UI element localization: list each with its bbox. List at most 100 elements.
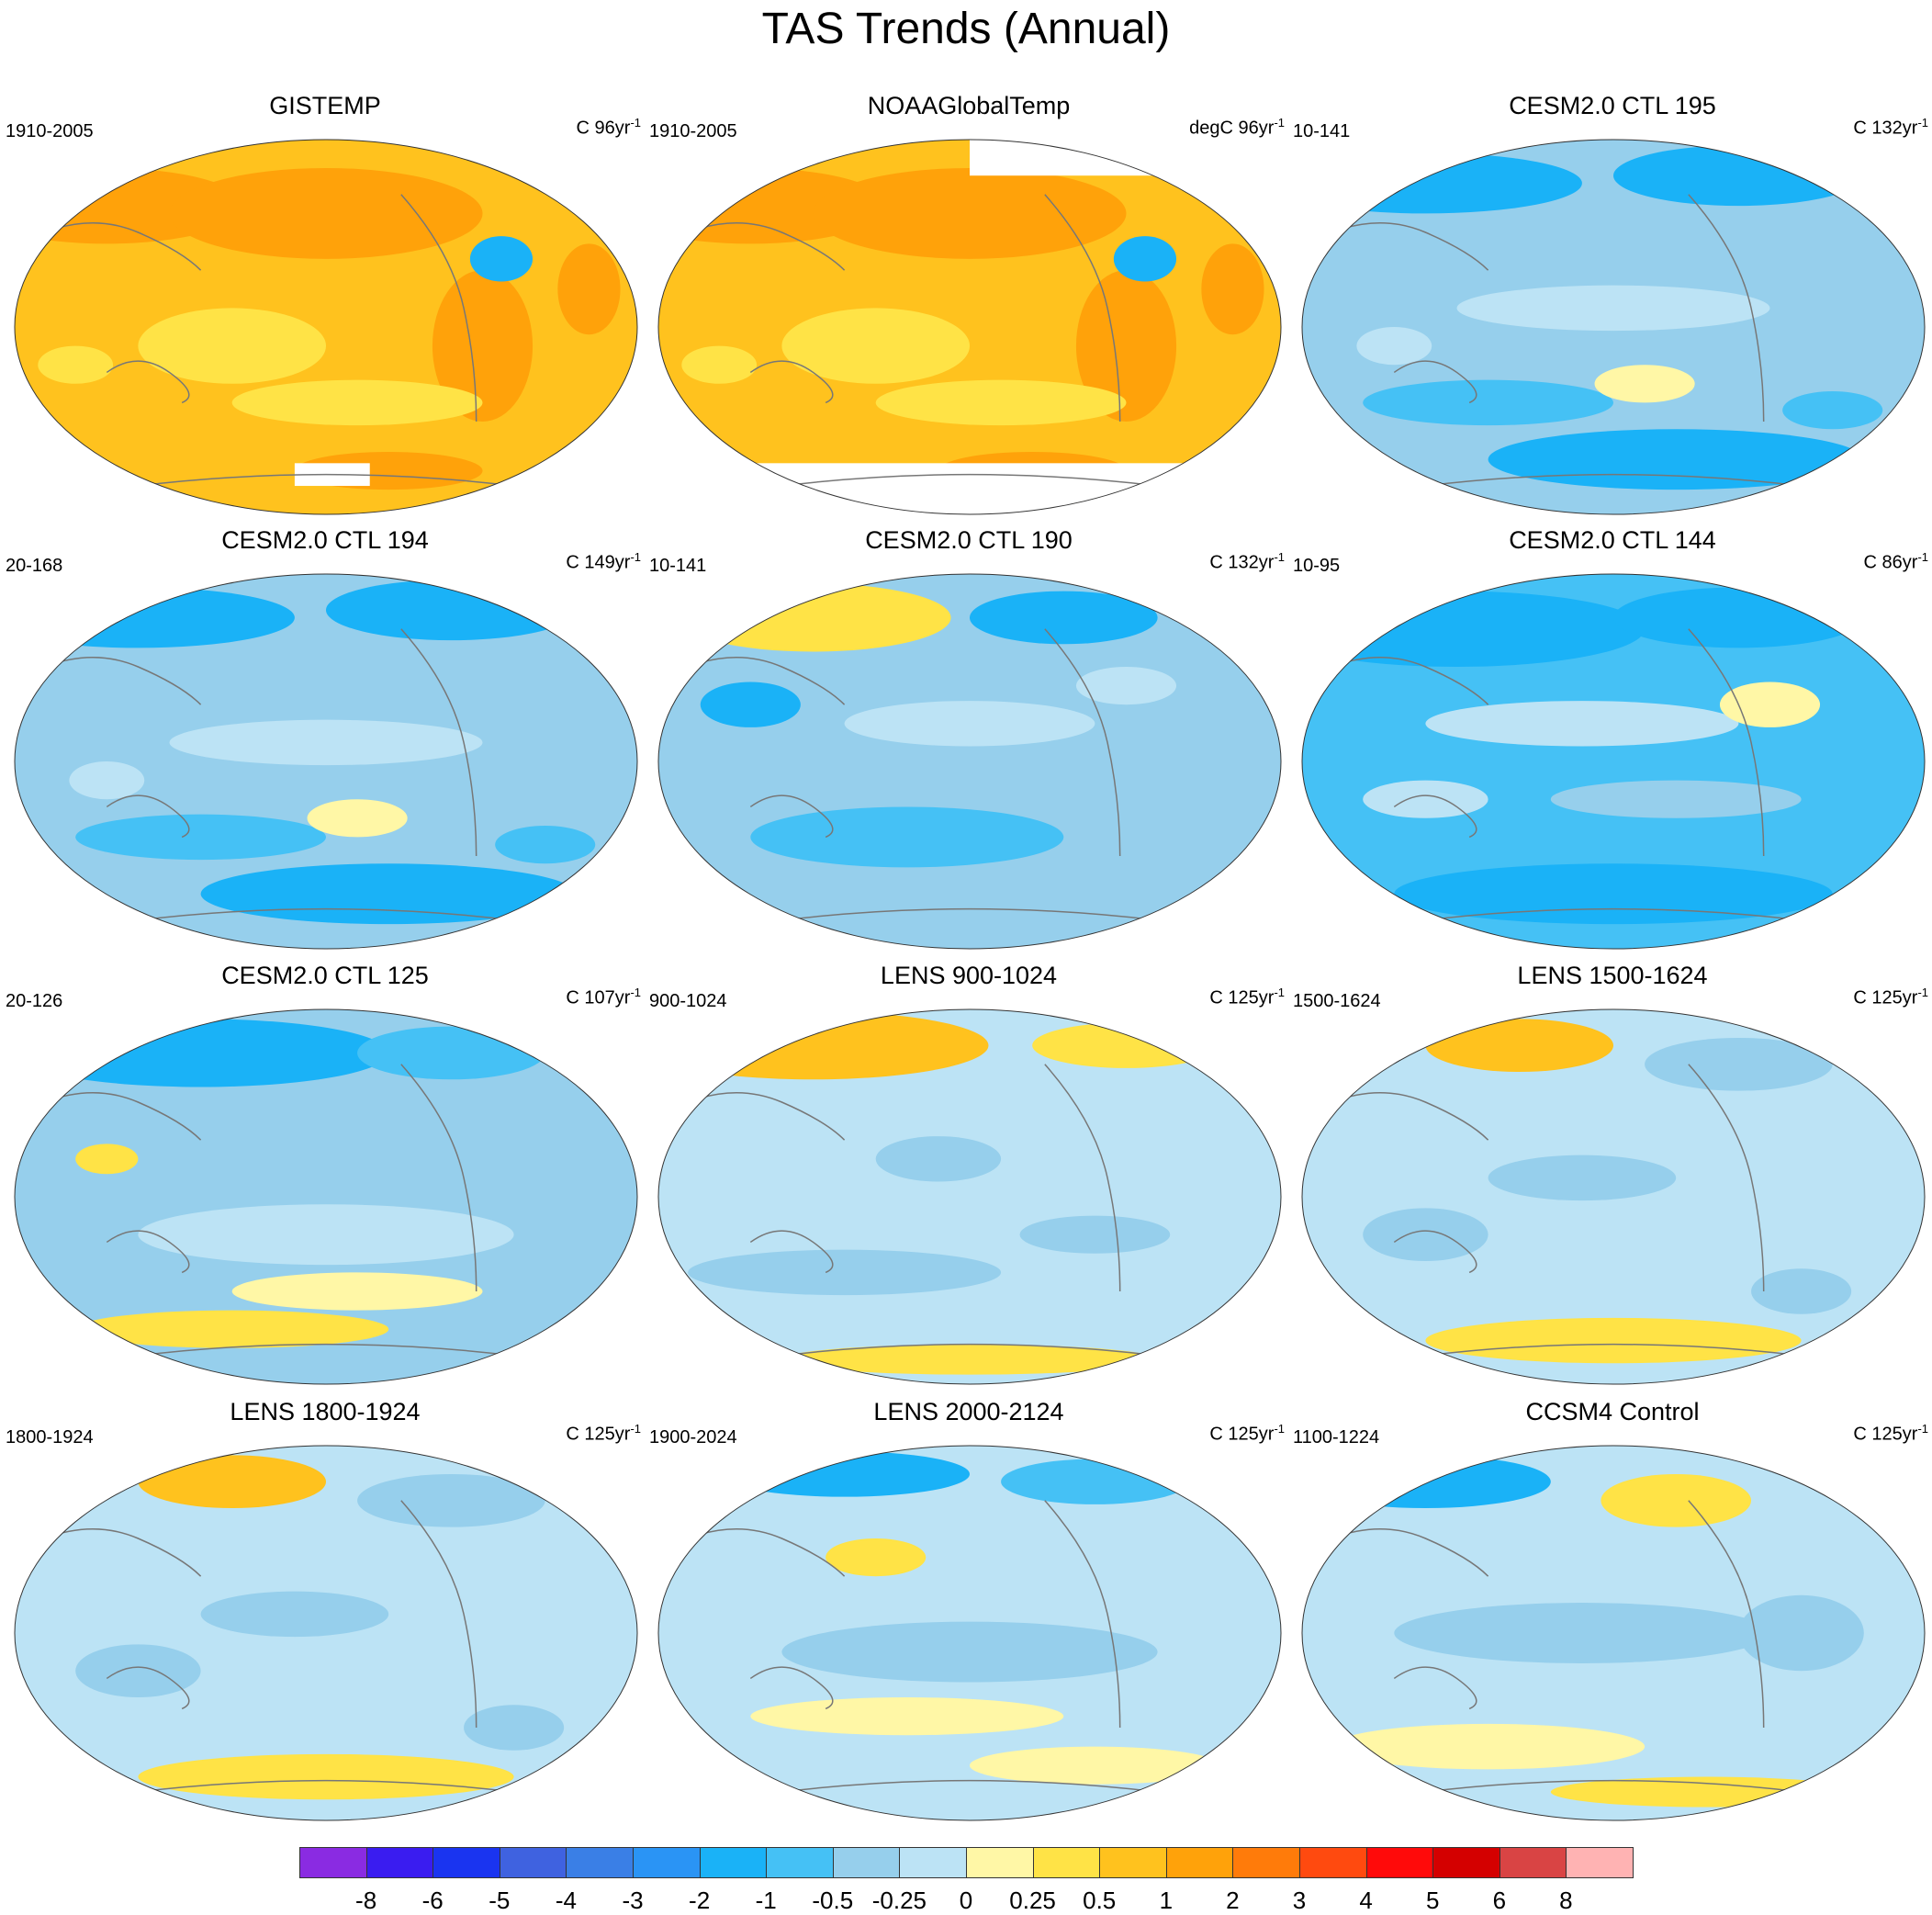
coastline [781,473,1158,487]
colorbar-swatch [432,1847,500,1878]
panel-title: LENS 1500-1624 [1517,962,1708,989]
map-outline [1301,1008,1926,1385]
trend-region [1363,1208,1488,1262]
colorbar-tick-label: -4 [555,1887,577,1914]
coastline [1688,194,1765,422]
trend-region [1075,667,1177,705]
trend-region [1719,682,1821,727]
panel-title: GISTEMP [269,92,381,119]
coastline [1688,1500,1765,1729]
coastline [1425,473,1802,487]
trend-region [1425,1317,1802,1364]
panel-units-label: C 86yr-1 [1863,550,1928,573]
map-panel: LENS 1500-1624 1500-1624 C 125yr-1 [1291,962,1932,1398]
map-outline [657,139,1282,515]
trend-region [138,1455,326,1509]
map-panel: NOAAGlobalTemp 1910-2005 degC 96yr-1 [647,92,1290,528]
coastline [1425,907,1802,921]
trend-map [14,573,638,950]
trend-map [657,573,1282,950]
trend-region [1032,1022,1220,1068]
colorbar-swatch [299,1847,367,1878]
colorbar-tick-label: 1 [1159,1887,1174,1914]
trend-region [138,1204,514,1266]
trend-map [1301,573,1926,950]
coastline [400,1064,477,1292]
no-data-region [658,463,1281,514]
trend-map [657,1445,1282,1821]
colorbar-swatch [365,1847,434,1878]
colorbar-swatch [566,1847,634,1878]
colorbar-tick-label: 0.25 [1009,1887,1056,1914]
colorbar-tick-label: -6 [421,1887,444,1914]
colorbar-tick-label: -2 [689,1887,711,1914]
trend-map [14,139,638,515]
trend-region [307,799,408,838]
trend-region [970,1746,1220,1785]
panel-period-label: 1900-2024 [649,1427,737,1448]
map-outline [14,1445,638,1821]
trend-region [138,1753,514,1800]
colorbar-tick-label: -8 [355,1887,377,1914]
panel-period-label: 20-126 [6,991,63,1011]
colorbar [299,1847,1634,1880]
trend-region [781,1621,1158,1683]
colorbar-swatch [899,1847,967,1878]
trend-region [1601,1473,1752,1527]
panel-units-label: C 125yr-1 [1853,986,1928,1008]
trend-region [1201,243,1264,335]
map-panel: LENS 2000-2124 1900-2024 C 125yr-1 [647,1398,1290,1834]
coastline [1044,1064,1121,1292]
colorbar-tick-label: 5 [1425,1887,1440,1914]
panel-units-label: C 107yr-1 [566,986,641,1008]
trend-map [14,1445,638,1821]
panel-period-label: 20-168 [6,556,63,576]
coastline [400,628,477,857]
trend-region [231,1272,483,1311]
trend-region [1738,1594,1864,1672]
colorbar-tick-label: -0.5 [812,1887,854,1914]
trend-region [75,814,326,861]
colorbar-swatch [699,1847,768,1878]
coastline [1425,1343,1802,1357]
coastline [1688,628,1765,857]
coastline [1425,1779,1802,1793]
panel-title: CESM2.0 CTL 194 [221,526,429,554]
trend-region [1594,365,1695,403]
colorbar-swatch [499,1847,567,1878]
panel-title: LENS 900-1024 [880,962,1058,989]
map-panel: LENS 1800-1924 1800-1924 C 125yr-1 [4,1398,646,1834]
coastline [1393,1230,1477,1274]
trend-region [750,1697,1064,1736]
map-outline [14,139,638,515]
trend-region [875,1136,1002,1182]
trend-region [1613,587,1864,648]
panel-title: NOAAGlobalTemp [867,92,1071,119]
panel-period-label: 10-141 [649,556,707,576]
trend-region [138,308,326,384]
trend-map [1301,1445,1926,1821]
coastline [1044,194,1121,422]
colorbar-swatch [832,1847,901,1878]
trend-region [557,243,621,335]
trend-region [1394,1603,1770,1663]
trend-region [75,1143,139,1175]
map-panel: CESM2.0 CTL 194 20-168 C 149yr-1 [4,526,646,963]
trend-region [15,1019,389,1087]
colorbar-tick-label: -1 [755,1887,777,1914]
coastline [1393,1666,1477,1710]
map-panel: GISTEMP 1910-2005 C 96yr-1 [4,92,646,528]
trend-region [1550,780,1802,818]
panel-period-label: 1800-1924 [6,1427,94,1448]
colorbar-tick-label: -5 [489,1887,511,1914]
trend-region [844,701,1095,747]
colorbar-tick-label: -0.25 [871,1887,927,1914]
coastline [106,794,190,839]
coastline [749,1230,834,1274]
map-panel: CESM2.0 CTL 144 10-95 C 86yr-1 [1291,526,1932,963]
trend-region [469,236,534,282]
coastline [43,657,202,705]
coastline [138,473,514,487]
panel-title: CESM2.0 CTL 144 [1509,526,1716,554]
panel-period-label: 1100-1224 [1293,1427,1380,1448]
